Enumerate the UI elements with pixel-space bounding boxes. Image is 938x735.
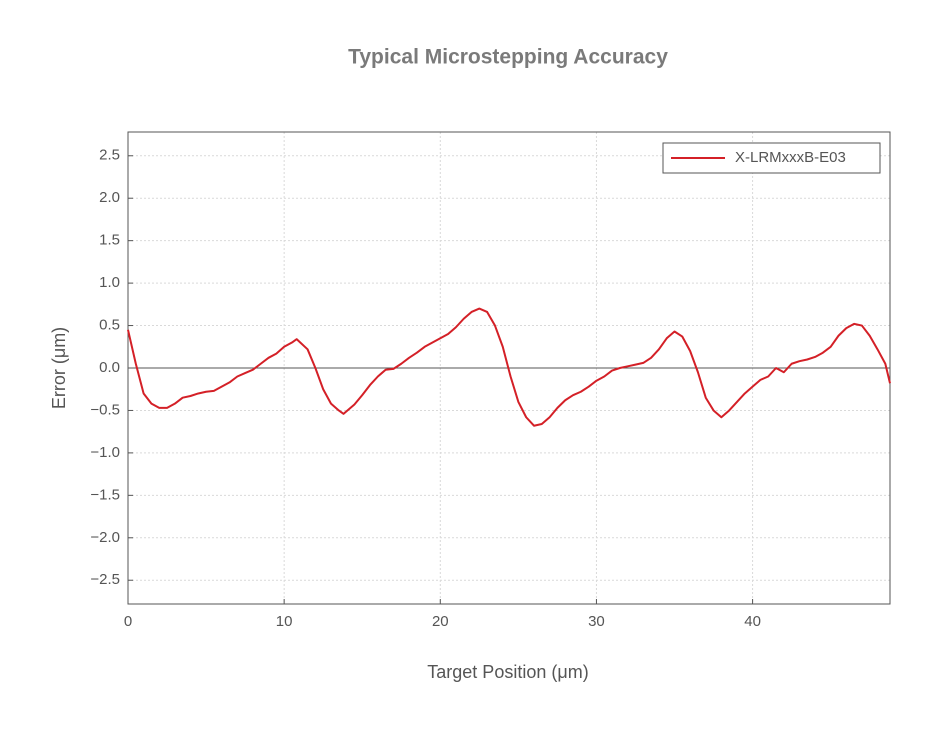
- y-tick-label: −0.5: [90, 401, 120, 418]
- x-tick-label: 20: [432, 613, 449, 630]
- x-tick-label: 10: [276, 613, 293, 630]
- legend-label: X-LRMxxxB-E03: [735, 149, 846, 166]
- y-tick-label: 2.5: [99, 147, 120, 164]
- y-tick-label: −1.5: [90, 486, 120, 503]
- y-tick-label: 0.5: [99, 317, 120, 334]
- y-tick-label: −2.0: [90, 529, 120, 546]
- y-tick-label: 0.0: [99, 359, 120, 376]
- y-axis-label: Error (μm): [49, 327, 69, 409]
- chart-title: Typical Microstepping Accuracy: [348, 46, 668, 69]
- y-tick-label: 1.0: [99, 274, 120, 291]
- x-tick-label: 30: [588, 613, 605, 630]
- plot-frame: [127, 131, 891, 605]
- x-tick-label: 40: [744, 613, 761, 630]
- y-tick-label: 1.5: [99, 232, 120, 249]
- x-axis-label: Target Position (μm): [427, 662, 588, 682]
- data-line: [127, 307, 891, 427]
- y-tick-label: 2.0: [99, 189, 120, 206]
- y-tick-label: −1.0: [90, 444, 120, 461]
- legend: X-LRMxxxB-E03: [662, 142, 881, 174]
- y-tick-label: −2.5: [90, 571, 120, 588]
- x-tick-label: 0: [124, 613, 132, 630]
